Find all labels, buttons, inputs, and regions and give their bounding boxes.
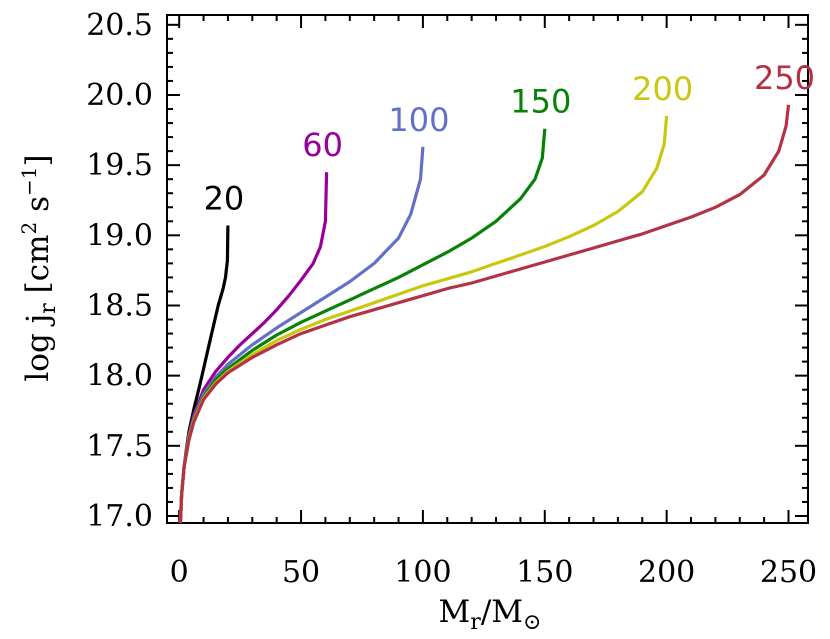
y-axis-title: log jr [cm2 s−1]	[17, 154, 61, 381]
series-line-200	[178, 115, 669, 524]
y-tick-label: 19.5	[86, 148, 153, 183]
series-label-150: 150	[510, 83, 571, 121]
series-label-250: 250	[754, 59, 815, 97]
series-line-250	[178, 104, 791, 524]
y-tick-label: 20.5	[86, 8, 153, 43]
series-labels: 20 60 100 150 200 250	[204, 59, 815, 218]
axis-ticks: 0 50 100 150 200 250 17.0 17.5 18.0 18.5 19.0 19.5 2…	[86, 8, 817, 590]
x-tick-label: 150	[516, 555, 573, 590]
y-tick-label: 20.0	[86, 78, 153, 113]
series-layer	[178, 104, 791, 524]
x-tick-label: 0	[170, 555, 189, 590]
x-tick-label: 100	[394, 555, 451, 590]
y-tick-label: 17.5	[86, 429, 153, 464]
x-tick-label: 250	[760, 555, 817, 590]
series-label-60: 60	[302, 126, 343, 164]
y-tick-label: 19.0	[86, 218, 153, 253]
x-axis-title: Mr/M⊙	[439, 594, 542, 635]
y-tick-label: 17.0	[86, 499, 153, 534]
x-tick-label: 50	[282, 555, 320, 590]
series-line-60	[178, 172, 329, 524]
plot-frame	[166, 14, 809, 524]
x-tick-label: 200	[638, 555, 695, 590]
y-tick-label: 18.0	[86, 359, 153, 394]
series-label-100: 100	[388, 101, 449, 139]
y-tick-label: 18.5	[86, 288, 153, 323]
series-label-200: 200	[632, 70, 693, 108]
series-label-20: 20	[204, 179, 245, 217]
